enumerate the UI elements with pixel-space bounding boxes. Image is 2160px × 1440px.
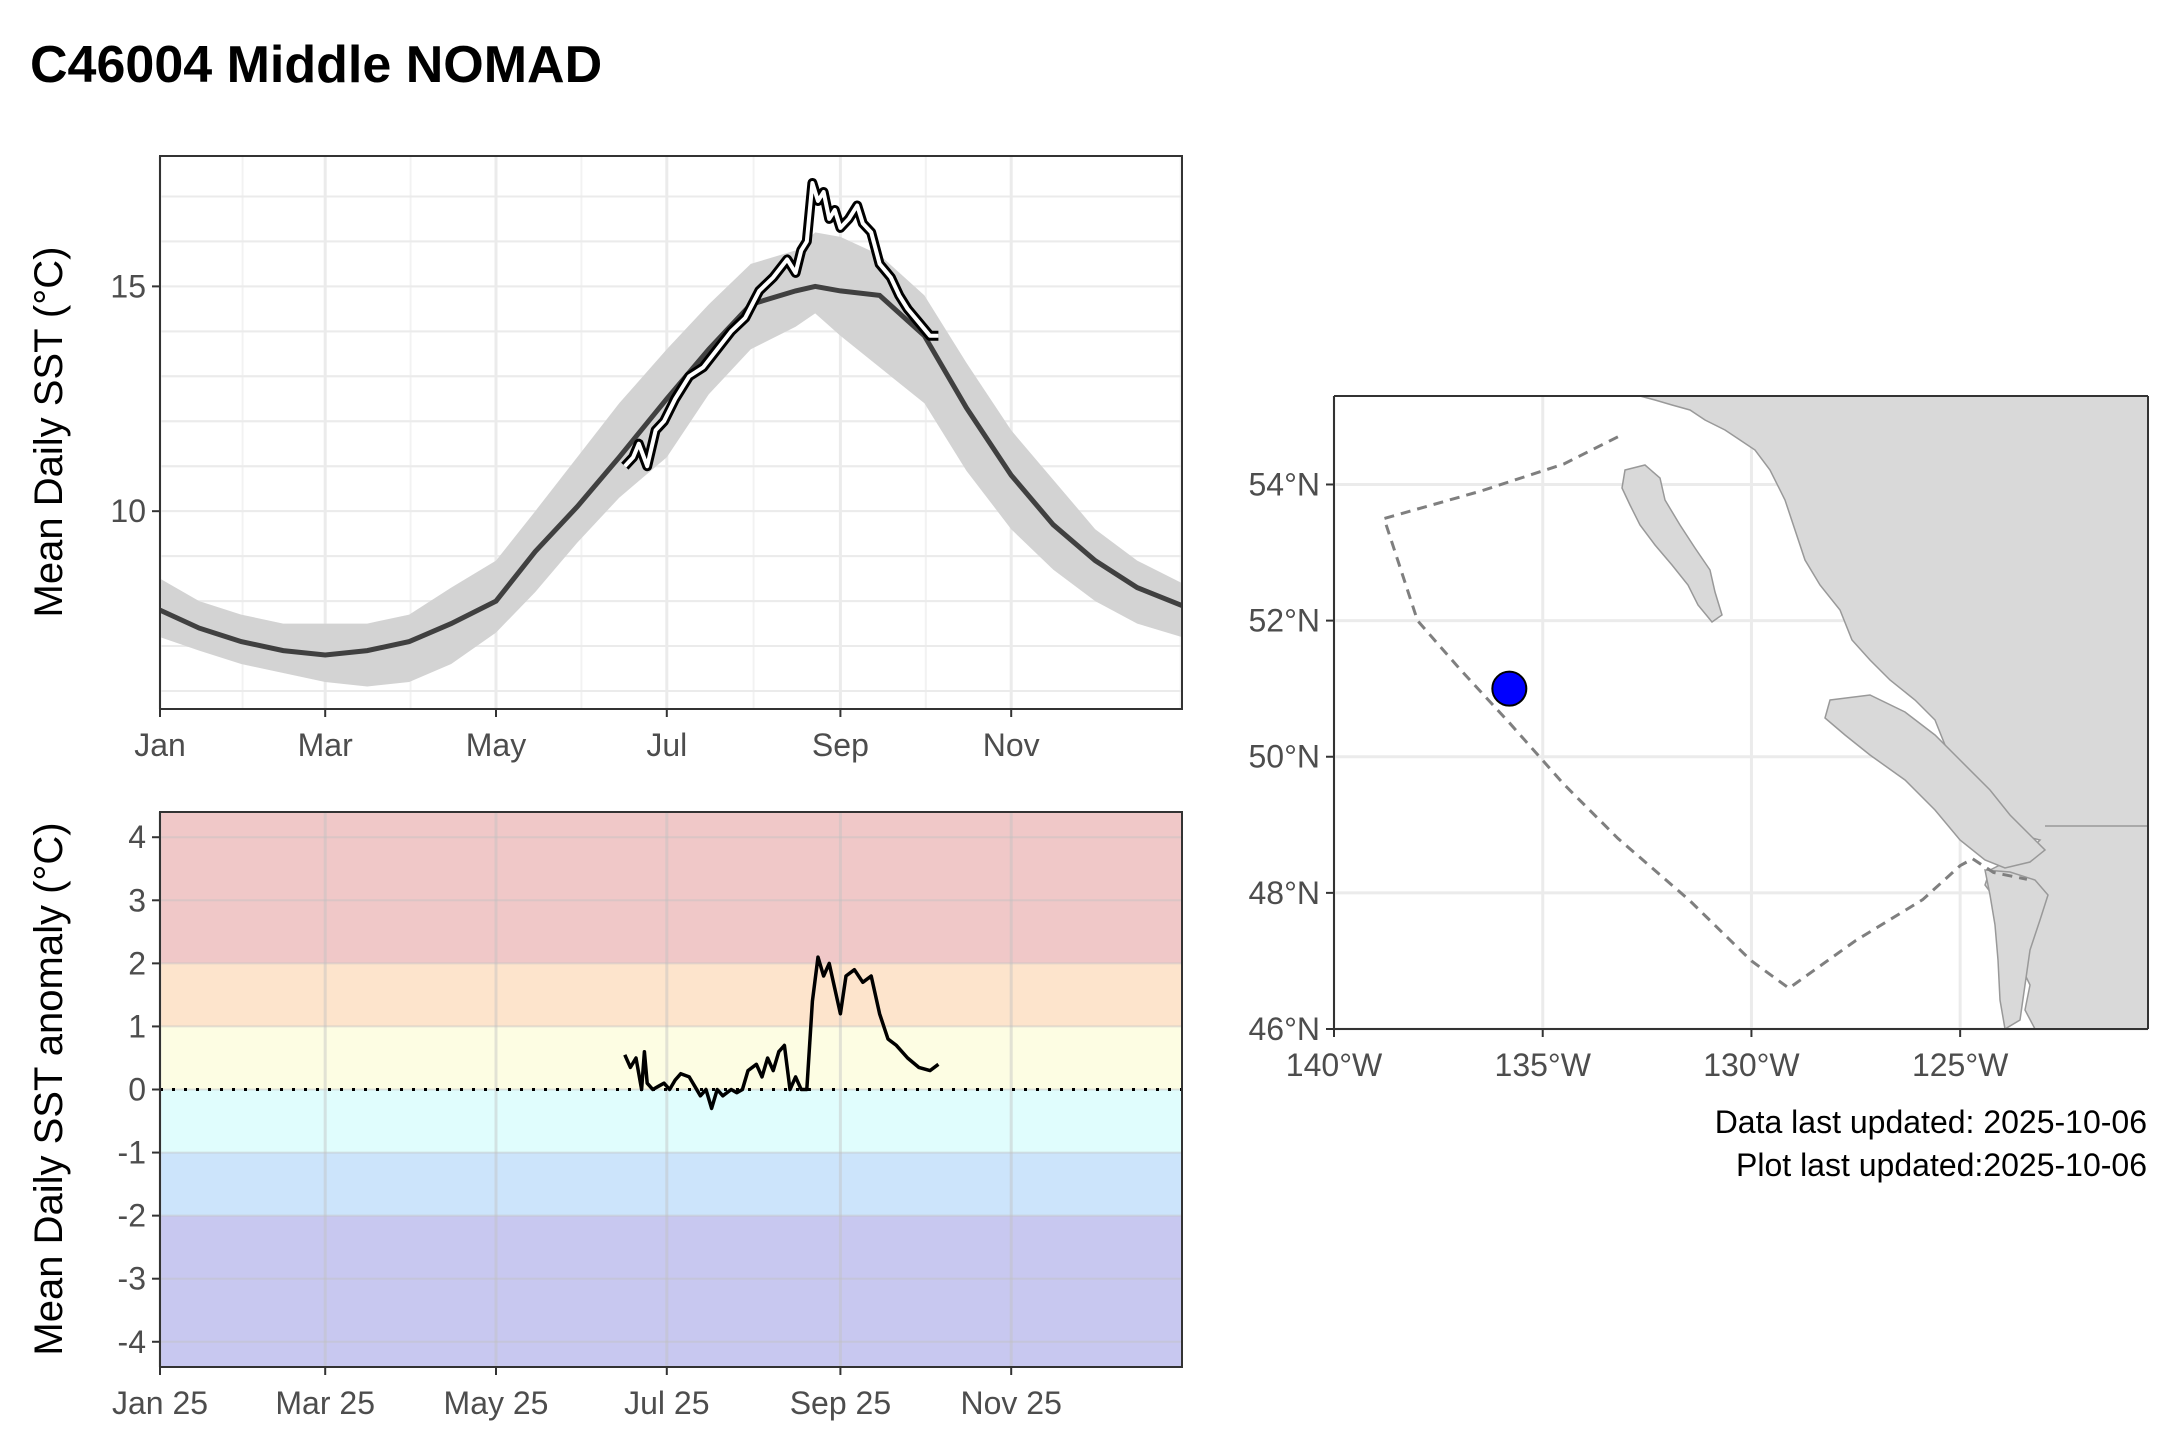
y-tick-label: 4 <box>128 819 146 855</box>
data-updated-note: Data last updated: 2025-10-06 <box>1715 1104 2147 1140</box>
y-tick-label: -4 <box>118 1324 146 1360</box>
anomaly-y-axis-label: Mean Daily SST anomaly (°C) <box>27 822 71 1355</box>
lon-tick-label: 130°W <box>1703 1047 1800 1083</box>
map-panel: 140°W 135°W 130°W 125°W 46°N 48°N 50°N 52°N 54°N <box>1249 395 2149 1083</box>
plot-updated-note: Plot last updated:2025-10-06 <box>1736 1147 2147 1183</box>
olympic-peninsula <box>1984 869 2049 1029</box>
anomaly-band <box>160 963 1182 1027</box>
anomaly-band <box>160 1026 1182 1090</box>
x-tick-label: Nov 25 <box>961 1385 1062 1421</box>
figure-title: C46004 Middle NOMAD <box>30 36 602 94</box>
station-marker <box>1491 670 1528 707</box>
lat-tick-label: 54°N <box>1249 466 1321 502</box>
anomaly-line <box>623 955 940 1111</box>
anomaly-band <box>160 1089 1182 1153</box>
lat-tick-label: 50°N <box>1249 739 1321 775</box>
haida-gwaii <box>1621 464 1723 624</box>
anomaly-panel: Jan 25 Mar 25 May 25 Jul 25 Sep 25 Nov 25 -4 -3… <box>27 811 1183 1421</box>
lat-tick-label: 52°N <box>1249 603 1321 639</box>
x-tick-label: Sep 25 <box>790 1385 891 1421</box>
anomaly-gridlines <box>158 812 1182 1367</box>
map-axis-ticks: 140°W 135°W 130°W 125°W 46°N 48°N 50°N 52°N 54°N <box>1249 466 2010 1083</box>
y-tick-label: -1 <box>118 1135 146 1171</box>
x-tick-label: Sep <box>812 727 869 763</box>
anomaly-axis-ticks: Jan 25 Mar 25 May 25 Jul 25 Sep 25 Nov 25 -4 -3… <box>112 819 1062 1421</box>
y-tick-label: 1 <box>128 1008 146 1044</box>
x-tick-label: Jul <box>646 727 687 763</box>
climatology-band <box>160 232 1182 687</box>
lon-tick-label: 135°W <box>1495 1047 1592 1083</box>
sst-y-axis-label: Mean Daily SST (°C) <box>27 247 71 618</box>
lat-tick-label: 48°N <box>1249 875 1321 911</box>
x-tick-label: Mar 25 <box>275 1385 375 1421</box>
x-tick-label: May 25 <box>444 1385 549 1421</box>
y-tick-label: 0 <box>128 1072 146 1108</box>
y-tick-label: 2 <box>128 945 146 981</box>
current-year-line <box>623 181 939 469</box>
anomaly-band <box>160 1215 1182 1367</box>
sst-axis-ticks: Jan Mar May Jul Sep Nov 10 15 <box>110 268 1039 763</box>
x-tick-label: Mar <box>298 727 353 763</box>
y-tick-label: 15 <box>110 268 146 304</box>
y-tick-label: -2 <box>118 1198 146 1234</box>
map-land <box>1610 396 2148 1029</box>
nomad-boundary <box>1382 435 2028 991</box>
anomaly-band <box>160 1152 1182 1216</box>
sst-panel: Jan Mar May Jul Sep Nov 10 15 Mean Daily SST (°… <box>27 155 1183 763</box>
x-tick-label: Nov <box>983 727 1040 763</box>
lon-tick-label: 125°W <box>1912 1047 2009 1083</box>
x-tick-label: May <box>466 727 526 763</box>
y-tick-label: 3 <box>128 882 146 918</box>
anomaly-bands <box>160 812 1182 1367</box>
y-tick-label: 10 <box>110 493 146 529</box>
lat-tick-label: 46°N <box>1249 1011 1321 1047</box>
lon-tick-label: 140°W <box>1286 1047 1383 1083</box>
x-tick-label: Jan <box>134 727 186 763</box>
vancouver-island <box>1824 694 2047 869</box>
anomaly-band <box>160 812 1182 964</box>
y-tick-label: -3 <box>118 1261 146 1297</box>
sst-panel-border <box>159 155 1183 710</box>
x-tick-label: Jan 25 <box>112 1385 208 1421</box>
x-tick-label: Jul 25 <box>624 1385 709 1421</box>
